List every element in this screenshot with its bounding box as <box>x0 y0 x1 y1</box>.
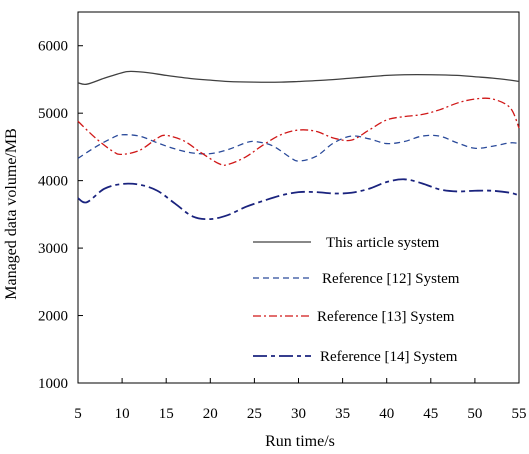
legend-label-3: Reference [13] System <box>317 309 455 325</box>
x-axis-title: Run time/s <box>265 433 335 450</box>
legend: This article system Reference [12] System… <box>253 235 460 365</box>
y-tick-label: 2000 <box>38 309 68 325</box>
y-tick-label: 3000 <box>38 241 68 257</box>
y-tick-label: 4000 <box>38 174 68 190</box>
x-tick-label: 50 <box>467 406 482 422</box>
x-tick-label: 40 <box>379 406 394 422</box>
series-line-4 <box>77 178 520 221</box>
plot-area-border <box>77 11 520 384</box>
legend-label-4: Reference [14] System <box>320 349 458 365</box>
x-tick-label: 45 <box>423 406 438 422</box>
x-tick-label: 5 <box>74 406 82 422</box>
y-tick-label: 5000 <box>38 106 68 122</box>
series-line-2 <box>77 134 520 162</box>
x-tick-label: 35 <box>335 406 350 422</box>
x-tick-label: 25 <box>247 406 262 422</box>
x-tick-label: 30 <box>291 406 306 422</box>
y-axis-title: Managed data volume/MB <box>3 128 20 300</box>
x-tick-label: 55 <box>512 406 527 422</box>
y-tick-label: 6000 <box>38 39 68 55</box>
x-tick-label: 15 <box>159 406 174 422</box>
legend-label-1: This article system <box>326 235 440 251</box>
x-tick-label: 20 <box>203 406 218 422</box>
series-line-1 <box>77 70 520 86</box>
x-tick-label: 10 <box>115 406 130 422</box>
series-line-3 <box>77 97 520 166</box>
legend-label-2: Reference [12] System <box>322 271 460 287</box>
y-tick-label: 1000 <box>38 376 68 392</box>
